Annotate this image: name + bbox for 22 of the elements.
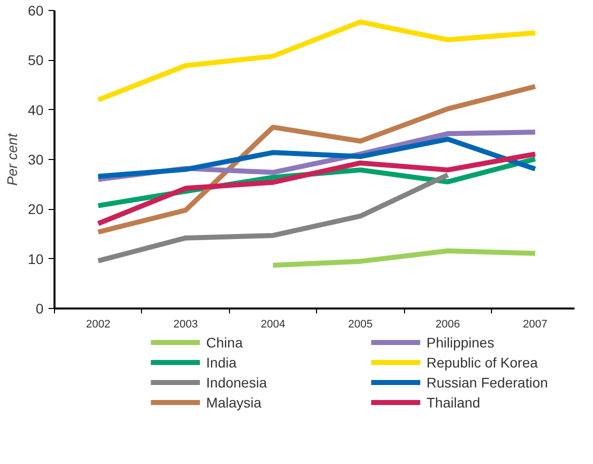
legend-label: China — [206, 334, 243, 350]
x-tick-label: 2006 — [436, 318, 460, 330]
x-tick-label: 2003 — [173, 318, 198, 330]
x-tick-label: 2004 — [260, 318, 286, 330]
legend-label: Indonesia — [206, 374, 268, 390]
legend-label: India — [206, 354, 237, 370]
y-axis-title: Per cent — [4, 132, 20, 186]
x-tick-label: 2002 — [86, 318, 110, 330]
y-tick-label: 0 — [36, 300, 44, 316]
y-tick-label: 40 — [28, 102, 44, 118]
legend-label: Russian Federation — [426, 374, 548, 390]
y-tick-label: 30 — [28, 152, 44, 168]
legend-label: Republic of Korea — [426, 354, 538, 370]
y-tick-label: 50 — [28, 52, 44, 68]
legend-label: Philippines — [426, 334, 494, 350]
x-tick-label: 2007 — [522, 318, 548, 330]
legend-label: Malaysia — [206, 394, 262, 410]
x-tick-label: 2005 — [348, 318, 373, 330]
y-tick-label: 10 — [28, 250, 44, 267]
y-tick-label: 20 — [28, 201, 44, 218]
y-tick-label: 60 — [28, 2, 44, 18]
legend-label: Thailand — [426, 394, 480, 410]
